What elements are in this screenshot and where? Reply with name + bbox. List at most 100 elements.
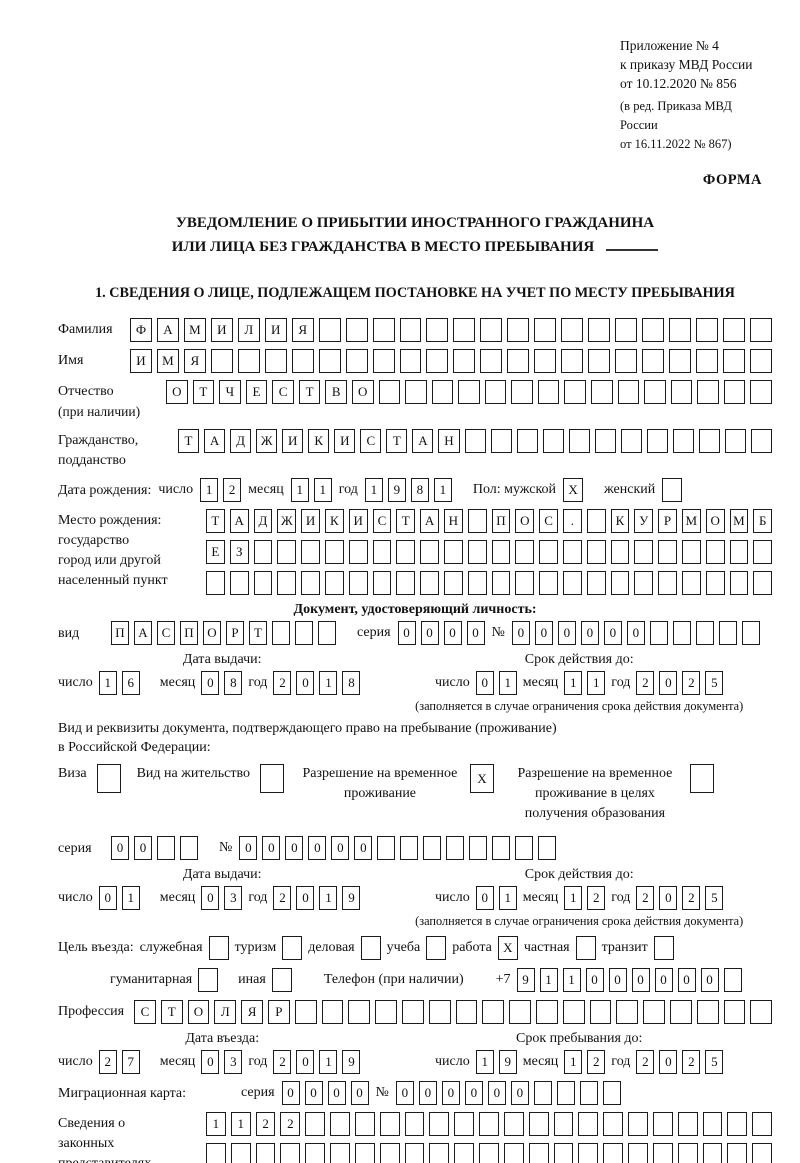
form-cell: 2 [682,671,701,695]
form-cell: 0 [487,1081,506,1105]
form-cell: Я [241,1000,263,1024]
form-cell [491,571,511,595]
form-cell: И [282,429,304,453]
form-cell: 3 [224,886,243,910]
form-cell [539,540,558,564]
valid-until-title: Срок действия до: [524,652,634,667]
form-cell: 0 [464,1081,483,1105]
form-cell [237,349,260,373]
form-cell [396,571,416,595]
form-cell: 0 [296,886,315,910]
form-cell: 1 [498,886,517,910]
form-cell [458,380,480,404]
form-cell: 0 [331,836,350,860]
form-cell: А [229,509,249,533]
sex-female-checkbox [662,478,683,502]
form-cell: 0 [466,621,485,645]
form-cell [616,1000,639,1024]
stay-doc-line2: в Российской Федерации: [58,740,211,755]
form-cell [277,571,297,595]
issue-date-title: Дата выдачи: [182,652,262,667]
form-cell [426,349,449,373]
option-residence-permit-checkbox [259,764,284,793]
form-cell [482,1000,505,1024]
form-cell [681,571,701,595]
form-cell: 0 [557,621,576,645]
form-cell: 0 [631,968,650,992]
form-cell: Ж [256,429,278,453]
form-cell [253,540,273,564]
form-cell: Т [192,380,215,404]
form-cell: 0 [262,836,281,860]
form-cell [620,429,642,453]
form-cell [420,571,439,595]
form-cell: З [229,540,249,564]
form-cell: 0 [201,1050,220,1074]
form-cell [751,429,773,453]
form-cell [562,571,582,595]
amendment-line: от 16.11.2022 № 867) [620,137,732,151]
form-cell: 0 [111,836,129,860]
day-label: число [58,1054,93,1069]
form-cell [586,540,606,564]
purpose-option-label: туризм [234,940,277,955]
form-cell [318,349,341,373]
form-cell [603,1143,624,1163]
form-cell [702,1143,723,1163]
representatives-row: Сведения о законных представителях (роди… [58,1112,773,1163]
month-label: месяц [159,890,196,905]
form-cell [330,1112,350,1136]
form-cell [602,1081,621,1105]
form-cell: Ф [130,318,152,342]
form-cell: 1 [562,968,581,992]
form-cell [697,380,719,404]
option-residence-permit: Вид на жительство [137,764,284,793]
year-label: год [611,675,631,690]
birth-place-row: Место рождения: государство город или др… [58,509,773,595]
form-cell [718,621,737,645]
form-cell [553,1143,574,1163]
form-cell: 1 [290,478,309,502]
form-cell [467,540,487,564]
year-label: год [248,675,268,690]
form-cell: 0 [659,1050,678,1074]
form-cell: Б [753,509,773,533]
form-cell [610,571,630,595]
form-cell: 0 [350,1081,369,1105]
form-cell [669,1000,692,1024]
form-cell [480,349,503,373]
birth-place-label-line: город или другой [58,553,161,568]
form-cell: 3 [224,1050,243,1074]
form-cell [375,1000,397,1024]
form-cell [157,836,175,860]
citizenship-label-sub: подданство [58,453,126,468]
birth-place-cells-row3 [206,571,773,595]
appendix-block: Приложение № 4 к приказу МВД России от 1… [620,36,772,154]
form-cell [702,1112,723,1136]
form-cell [321,1000,344,1024]
form-cell [372,349,395,373]
option-temp-residence-edu: Разрешение на временное проживание в цел… [510,764,714,824]
identity-doc-header: Документ, удостоверяющий личность: [293,602,537,617]
form-cell: П [111,621,129,645]
form-cell [617,380,640,404]
form-title-line2: ИЛИ ЛИЦА БЕЗ ГРАЖДАНСТВА В МЕСТО ПРЕБЫВА… [58,235,772,259]
form-cell [568,429,590,453]
form-cell [479,1112,499,1136]
patronymic-label-main: Отчество [58,384,114,399]
